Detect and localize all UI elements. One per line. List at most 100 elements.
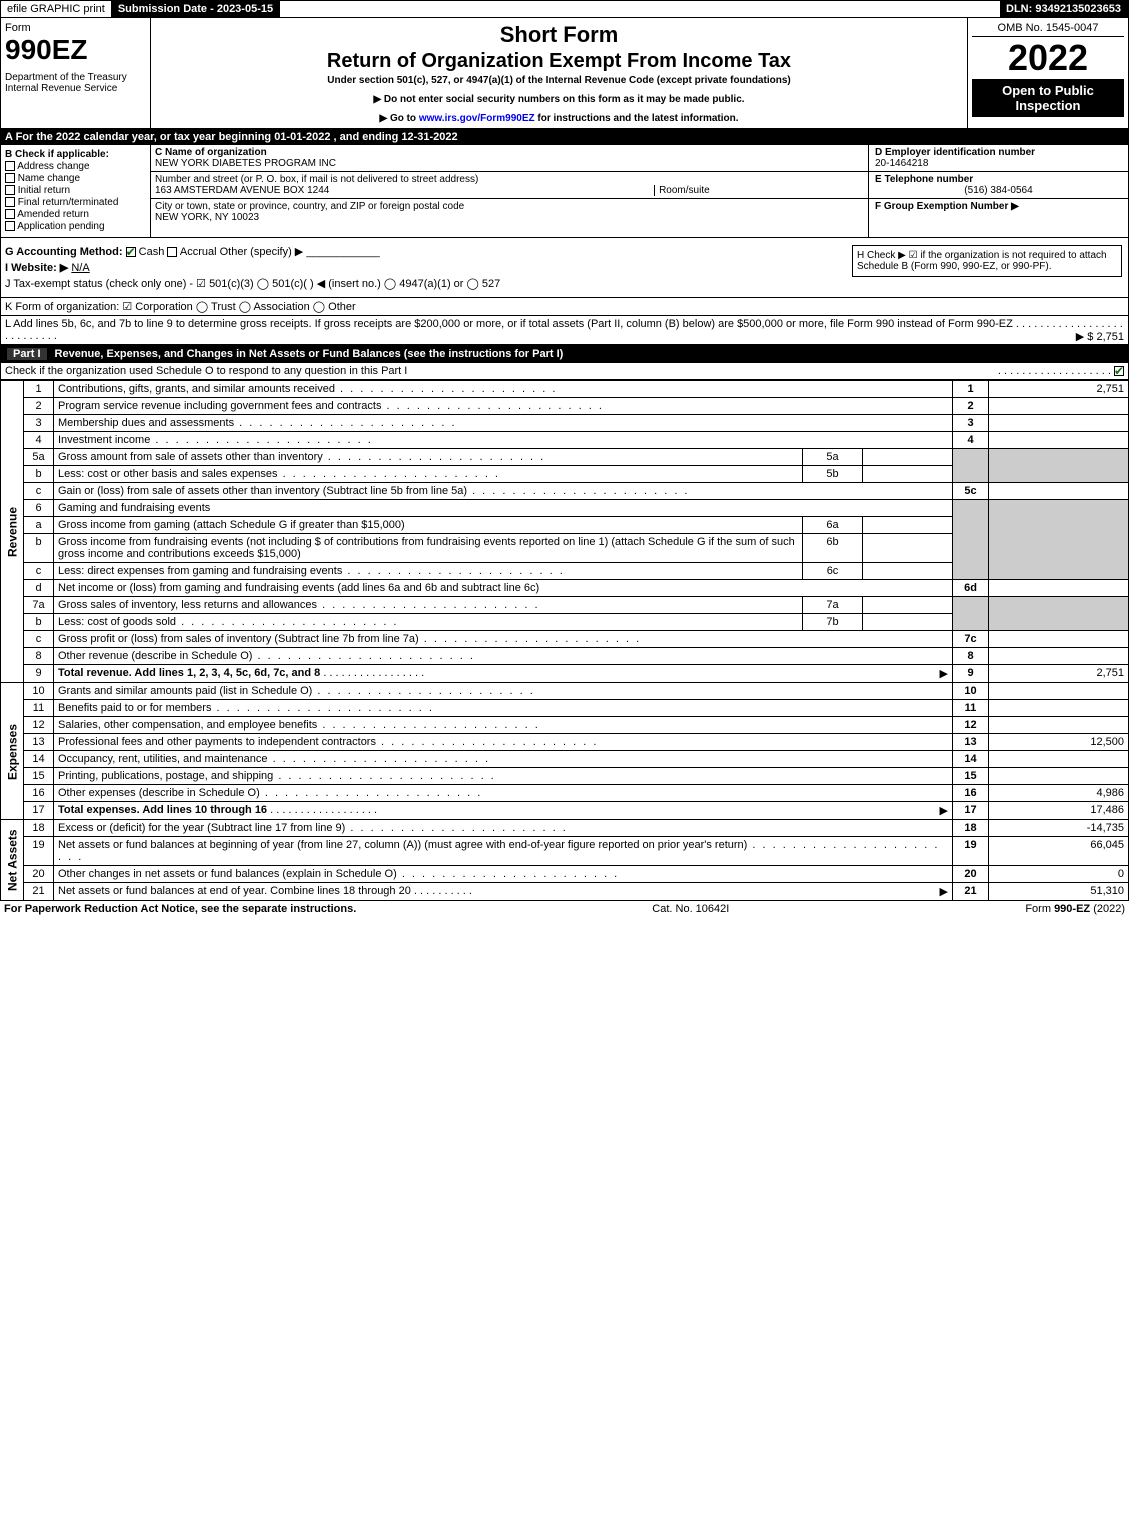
room-suite-label: Room/suite [654, 185, 710, 196]
line-6: Gaming and fundraising events [54, 500, 953, 517]
row-a: A For the 2022 calendar year, or tax yea… [0, 129, 1129, 145]
revenue-tab: Revenue [1, 381, 24, 683]
netassets-tab: Net Assets [1, 820, 24, 901]
submission-date: Submission Date - 2023-05-15 [112, 1, 280, 17]
note-ssn: ▶ Do not enter social security numbers o… [159, 94, 959, 105]
arrow-icon: ▶ [940, 885, 948, 898]
b-label: B Check if applicable: [5, 149, 146, 160]
line-17: Total expenses. Add lines 10 through 16 … [54, 802, 953, 820]
line-14: Occupancy, rent, utilities, and maintena… [54, 751, 953, 768]
line-2: Program service revenue including govern… [54, 398, 953, 415]
line-1: Contributions, gifts, grants, and simila… [54, 381, 953, 398]
form-subtitle: Under section 501(c), 527, or 4947(a)(1)… [159, 75, 959, 86]
cb-amended-return[interactable]: Amended return [5, 209, 146, 220]
phone-value: (516) 384-0564 [875, 185, 1122, 196]
amt-21: 51,310 [989, 883, 1129, 901]
line-12: Salaries, other compensation, and employ… [54, 717, 953, 734]
l-amount: ▶ $ 2,751 [1076, 330, 1124, 343]
line-9: Total revenue. Add lines 1, 2, 3, 4, 5c,… [54, 665, 953, 683]
org-city-row: City or town, state or province, country… [151, 199, 868, 225]
h-check-box: H Check ▶ ☑ if the organization is not r… [852, 245, 1122, 277]
line-7a: Gross sales of inventory, less returns a… [54, 597, 803, 614]
footer-left: For Paperwork Reduction Act Notice, see … [4, 903, 356, 915]
org-street-row: Number and street (or P. O. box, if mail… [151, 172, 868, 199]
cb-schedule-o[interactable] [1114, 366, 1124, 376]
line-8: Other revenue (describe in Schedule O) [54, 648, 953, 665]
ein-row: D Employer identification number 20-1464… [869, 145, 1128, 172]
line-15: Printing, publications, postage, and shi… [54, 768, 953, 785]
note-goto: ▶ Go to www.irs.gov/Form990EZ for instru… [159, 113, 959, 124]
arrow-icon: ▶ [940, 804, 948, 817]
org-city: NEW YORK, NY 10023 [155, 212, 259, 223]
footer-cat: Cat. No. 10642I [652, 903, 729, 915]
line-6c: Less: direct expenses from gaming and fu… [54, 563, 803, 580]
line-5a: Gross amount from sale of assets other t… [54, 449, 803, 466]
org-street: 163 AMSTERDAM AVENUE BOX 1244 [155, 185, 329, 196]
cb-address-change[interactable]: Address change [5, 161, 146, 172]
line-16: Other expenses (describe in Schedule O) [54, 785, 953, 802]
cb-final-return[interactable]: Final return/terminated [5, 197, 146, 208]
form-word: Form [5, 22, 146, 34]
line-6b: Gross income from fundraising events (no… [54, 534, 803, 563]
ein-value: 20-1464218 [875, 158, 928, 169]
line-19: Net assets or fund balances at beginning… [54, 837, 953, 866]
dln: DLN: 93492135023653 [1000, 1, 1128, 17]
amt-13: 12,500 [989, 734, 1129, 751]
header-center: Short Form Return of Organization Exempt… [151, 18, 968, 128]
l-row: L Add lines 5b, 6c, and 7b to line 9 to … [0, 316, 1129, 345]
cb-cash[interactable] [126, 247, 136, 257]
line-5c: Gain or (loss) from sale of assets other… [54, 483, 953, 500]
tax-year: 2022 [972, 37, 1124, 79]
header-right: OMB No. 1545-0047 2022 Open to Public In… [968, 18, 1128, 128]
line-6a: Gross income from gaming (attach Schedul… [54, 517, 803, 534]
cb-name-change[interactable]: Name change [5, 173, 146, 184]
form-title: Return of Organization Exempt From Incom… [159, 50, 959, 73]
cb-application-pending[interactable]: Application pending [5, 221, 146, 232]
group-exemption-row: F Group Exemption Number ▶ [869, 199, 1128, 214]
line-7c: Gross profit or (loss) from sales of inv… [54, 631, 953, 648]
website-value: N/A [71, 262, 89, 274]
part1-header: Part I Revenue, Expenses, and Changes in… [0, 345, 1129, 363]
col-c-address: C Name of organization NEW YORK DIABETES… [151, 145, 868, 237]
org-name-row: C Name of organization NEW YORK DIABETES… [151, 145, 868, 172]
footer-right: Form 990-EZ (2022) [1025, 903, 1125, 915]
line-7b: Less: cost of goods sold [54, 614, 803, 631]
irs-link[interactable]: www.irs.gov/Form990EZ [419, 113, 535, 124]
j-tax-exempt: J Tax-exempt status (check only one) - ☑… [5, 277, 1124, 290]
amt-16: 4,986 [989, 785, 1129, 802]
line-5b: Less: cost or other basis and sales expe… [54, 466, 803, 483]
header-left: Form 990EZ Department of the Treasury In… [1, 18, 151, 128]
form-number: 990EZ [5, 34, 146, 66]
part1-check-row: Check if the organization used Schedule … [0, 363, 1129, 380]
cb-initial-return[interactable]: Initial return [5, 185, 146, 196]
line-11: Benefits paid to or for members [54, 700, 953, 717]
omb-number: OMB No. 1545-0047 [972, 22, 1124, 37]
dept-label: Department of the Treasury Internal Reve… [5, 72, 146, 94]
cb-accrual[interactable] [167, 247, 177, 257]
col-d-ids: D Employer identification number 20-1464… [868, 145, 1128, 237]
amt-17: 17,486 [989, 802, 1129, 820]
topbar: efile GRAPHIC print Submission Date - 20… [0, 0, 1129, 18]
line-18: Excess or (deficit) for the year (Subtra… [54, 820, 953, 837]
amt-18: -14,735 [989, 820, 1129, 837]
arrow-icon: ▶ [940, 667, 948, 680]
phone-row: E Telephone number (516) 384-0564 [869, 172, 1128, 199]
meta-block: H Check ▶ ☑ if the organization is not r… [0, 238, 1129, 298]
expenses-tab: Expenses [1, 683, 24, 820]
part1-table: Revenue 1 Contributions, gifts, grants, … [0, 380, 1129, 901]
section-b: B Check if applicable: Address change Na… [0, 145, 1129, 238]
org-name: NEW YORK DIABETES PROGRAM INC [155, 158, 336, 169]
short-form-title: Short Form [159, 22, 959, 48]
line-10: Grants and similar amounts paid (list in… [54, 683, 953, 700]
inspection-badge: Open to Public Inspection [972, 79, 1124, 117]
line-3: Membership dues and assessments [54, 415, 953, 432]
amt-1: 2,751 [989, 381, 1129, 398]
amt-19: 66,045 [989, 837, 1129, 866]
amt-20: 0 [989, 866, 1129, 883]
page-footer: For Paperwork Reduction Act Notice, see … [0, 901, 1129, 917]
col-b-checkboxes: B Check if applicable: Address change Na… [1, 145, 151, 237]
form-header: Form 990EZ Department of the Treasury In… [0, 18, 1129, 129]
amt-9: 2,751 [989, 665, 1129, 683]
line-20: Other changes in net assets or fund bala… [54, 866, 953, 883]
line-6d: Net income or (loss) from gaming and fun… [54, 580, 953, 597]
